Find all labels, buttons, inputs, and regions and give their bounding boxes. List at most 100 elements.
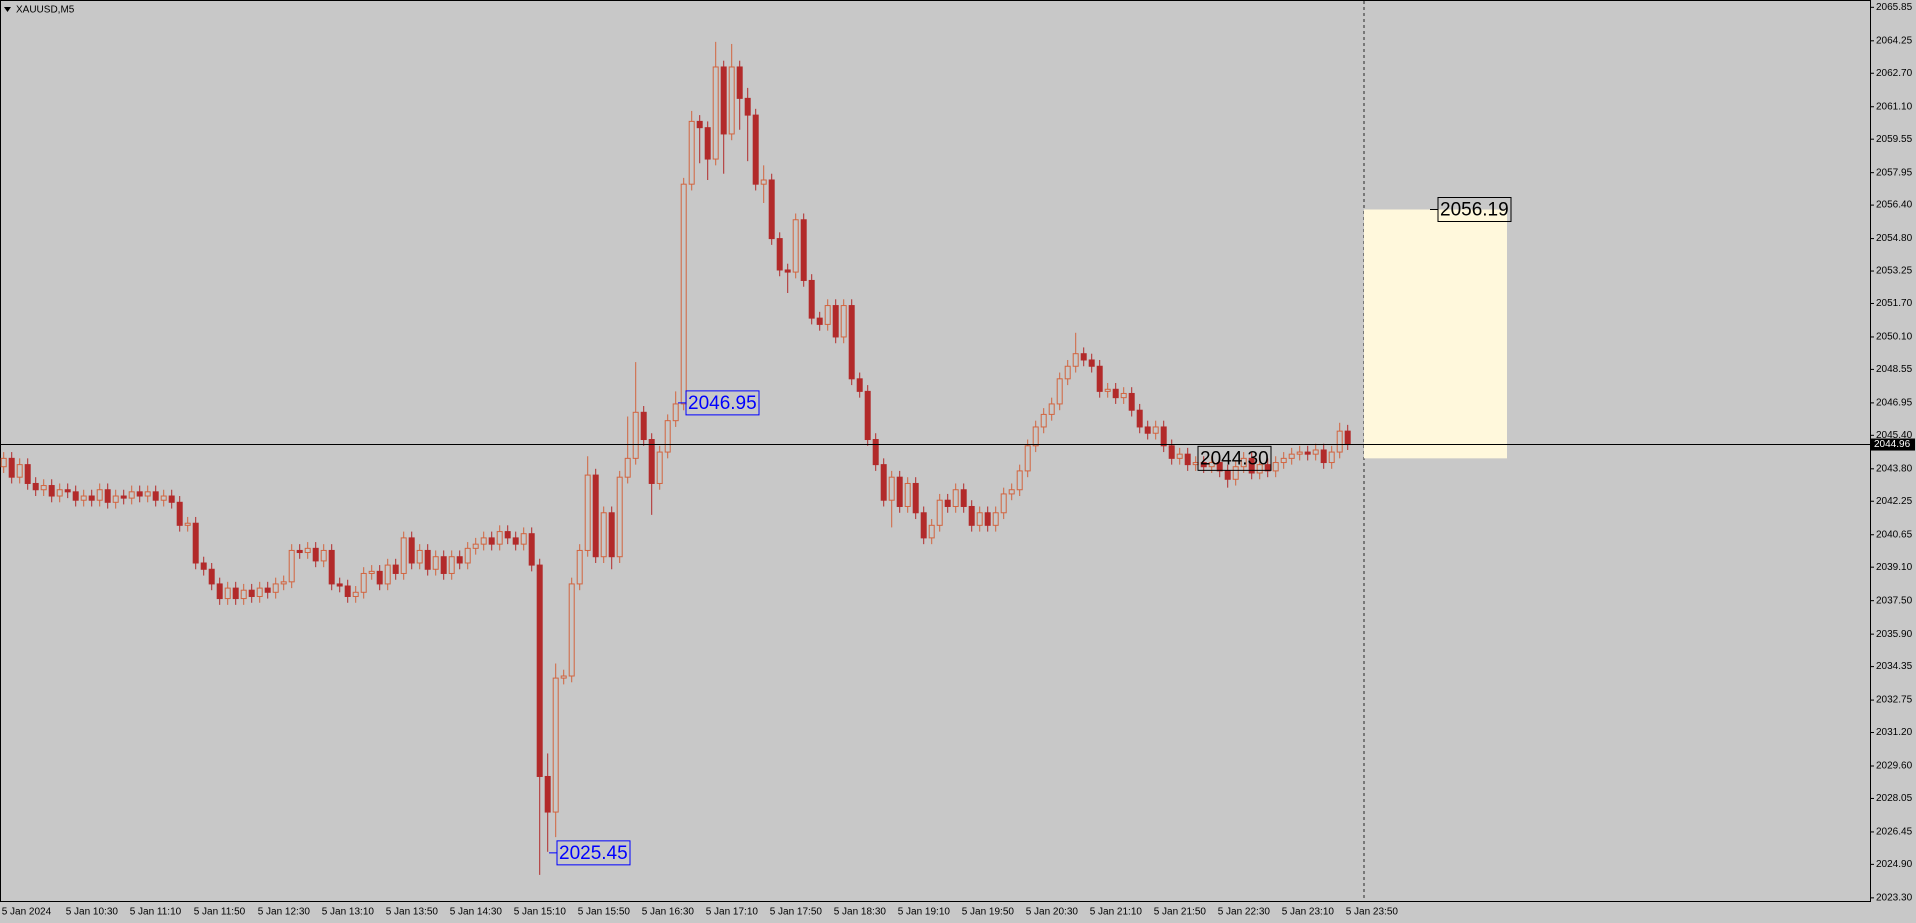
candle-body (200, 562, 207, 570)
candle-body (592, 474, 599, 558)
y-tick-label: 2034.35 (1876, 661, 1913, 672)
y-tick-label: 2042.25 (1876, 496, 1913, 507)
candle-body (1032, 426, 1039, 447)
annotation-label: 2046.95 (688, 393, 757, 414)
candle-body (1184, 453, 1191, 466)
x-tick-label: 5 Jan 22:30 (1218, 907, 1271, 918)
candle-body (664, 420, 671, 453)
candle-body (72, 491, 79, 501)
candle-body (1208, 462, 1215, 468)
candle-body (1128, 392, 1135, 411)
y-tick-label: 2051.70 (1876, 298, 1913, 309)
candle-body (336, 583, 343, 587)
candle-body (840, 305, 847, 338)
candle-body (280, 581, 287, 585)
zone-rectangle (1364, 209, 1507, 459)
candle-body (904, 482, 911, 507)
x-tick-label: 5 Jan 20:30 (1026, 907, 1079, 918)
candle-body (184, 522, 191, 526)
annotation-box (1437, 197, 1512, 223)
candle-body (896, 476, 903, 507)
candle-body (1000, 493, 1007, 514)
candle-body (520, 533, 527, 545)
candle-body (328, 549, 335, 585)
candle-body (128, 491, 135, 499)
annotation-box (556, 840, 631, 866)
candle-body (720, 66, 727, 135)
candle-body (1200, 462, 1207, 468)
candle-body (752, 114, 759, 185)
candle-body (440, 556, 447, 574)
x-tick-label: 5 Jan 15:50 (578, 907, 631, 918)
candle-body (808, 279, 815, 319)
candle-body (1008, 489, 1015, 495)
y-tick-label: 2023.30 (1876, 893, 1913, 904)
candle-body (1152, 426, 1159, 434)
candle-body (1280, 457, 1287, 464)
x-tick-label: 5 Jan 17:50 (770, 907, 823, 918)
y-tick-label: 2024.90 (1876, 859, 1913, 870)
candle-body (1040, 413, 1047, 428)
candle-body (504, 531, 511, 539)
annotation-label: 2056.19 (1440, 200, 1509, 221)
y-tick-label: 2059.55 (1876, 134, 1913, 145)
candle-body (1256, 464, 1263, 474)
candle-body (216, 583, 223, 600)
x-tick-label: 5 Jan 21:10 (1090, 907, 1143, 918)
candle-body (1160, 426, 1167, 447)
candle-body (744, 97, 751, 116)
candle-body (240, 589, 247, 600)
candle-body (256, 587, 263, 597)
candle-body (80, 495, 87, 501)
x-tick-label: 5 Jan 21:50 (1154, 907, 1207, 918)
x-tick-label: 5 Jan 2024 (2, 907, 52, 918)
annotation-label: 2044.30 (1200, 448, 1269, 469)
symbol-menu-icon[interactable] (4, 7, 11, 12)
candle-body (928, 524, 935, 539)
candle-body (496, 531, 503, 545)
candle-body (696, 120, 703, 129)
candle-body (136, 491, 143, 497)
candle-body (640, 411, 647, 441)
candle-body (968, 505, 975, 526)
y-tick-label: 2061.10 (1876, 101, 1913, 112)
candle-body (528, 533, 535, 566)
candle-body (1344, 430, 1351, 446)
candle-body (16, 464, 23, 478)
candle-body (760, 179, 767, 185)
y-tick-label: 2062.70 (1876, 68, 1913, 79)
candle-body (400, 537, 407, 574)
y-tick-label: 2053.25 (1876, 266, 1913, 277)
candle-body (8, 457, 15, 478)
candle-body (1056, 378, 1063, 405)
candle-body (1144, 426, 1151, 434)
candle-body (384, 564, 391, 585)
candle-body (632, 411, 639, 459)
candle-body (848, 305, 855, 380)
x-tick-label: 5 Jan 13:50 (386, 907, 439, 918)
x-tick-label: 5 Jan 12:30 (258, 907, 311, 918)
candle-body (48, 485, 55, 497)
candle-body (608, 512, 615, 558)
candle-body (488, 537, 495, 545)
candle-body (560, 675, 567, 679)
candle-body (288, 549, 295, 583)
candle-body (408, 537, 415, 564)
annotation-box (1197, 445, 1272, 471)
candle-body (880, 464, 887, 501)
candle-body (584, 474, 591, 551)
candle-body (1312, 449, 1319, 455)
y-tick-label: 2026.45 (1876, 827, 1913, 838)
candle-body (312, 547, 319, 562)
candle-body (600, 512, 607, 558)
candle-body (352, 591, 359, 597)
candle-body (392, 564, 399, 574)
candle-body (1272, 462, 1279, 472)
candle-body (936, 499, 943, 526)
candle-body (472, 543, 479, 549)
candle-body (568, 583, 575, 677)
x-tick-label: 5 Jan 18:30 (834, 907, 887, 918)
annotation-box (685, 390, 760, 416)
current-price-box (1871, 438, 1915, 451)
candle-body (1288, 453, 1295, 459)
